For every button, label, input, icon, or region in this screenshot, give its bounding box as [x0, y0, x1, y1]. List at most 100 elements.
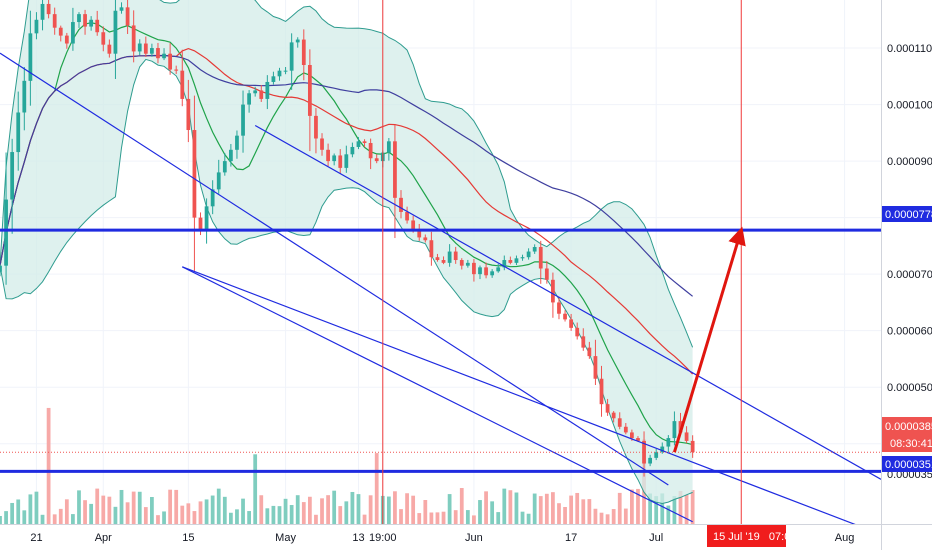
candle[interactable] — [10, 138, 15, 234]
candle[interactable] — [71, 7, 75, 51]
candle[interactable] — [4, 152, 8, 285]
candle[interactable] — [557, 296, 561, 320]
candle[interactable] — [472, 258, 476, 282]
candle[interactable] — [125, 0, 130, 34]
candle[interactable] — [684, 426, 689, 444]
candle[interactable] — [666, 435, 671, 453]
candle[interactable] — [162, 48, 166, 61]
candle[interactable] — [89, 16, 94, 31]
candle[interactable] — [101, 26, 106, 52]
candle[interactable] — [332, 153, 337, 166]
candle[interactable] — [374, 154, 379, 164]
candle[interactable] — [22, 67, 27, 131]
candle[interactable] — [210, 180, 215, 215]
candle[interactable] — [508, 256, 513, 265]
candle[interactable] — [617, 412, 622, 430]
level-tag-lower[interactable]: 0.0000351 — [882, 456, 932, 472]
candle[interactable] — [532, 244, 537, 254]
candle[interactable] — [168, 43, 173, 75]
candle[interactable] — [478, 265, 482, 280]
candle[interactable] — [107, 39, 112, 58]
candle[interactable] — [611, 411, 616, 423]
time-marker-tag[interactable]: 15 Jul '19 07:00 — [707, 525, 796, 547]
projection-arrow[interactable] — [672, 226, 746, 453]
trendline[interactable] — [182, 266, 693, 523]
candle[interactable] — [569, 313, 574, 331]
candle[interactable] — [690, 435, 695, 458]
candle[interactable] — [575, 322, 580, 340]
candle[interactable] — [235, 130, 239, 159]
candle[interactable] — [52, 7, 57, 35]
candle[interactable] — [174, 65, 179, 74]
candle[interactable] — [241, 90, 245, 153]
candle[interactable] — [417, 223, 422, 241]
candle[interactable] — [490, 269, 495, 278]
candle[interactable] — [247, 90, 251, 113]
candle[interactable] — [204, 198, 209, 244]
candle[interactable] — [672, 411, 677, 446]
candle[interactable] — [228, 143, 233, 167]
candle[interactable] — [156, 42, 160, 64]
candle[interactable] — [150, 43, 154, 57]
candle[interactable] — [186, 79, 191, 143]
candle[interactable] — [314, 108, 318, 154]
candle[interactable] — [660, 442, 665, 454]
candle[interactable] — [623, 423, 628, 435]
candle[interactable] — [447, 244, 452, 267]
candle[interactable] — [526, 248, 531, 260]
candle[interactable] — [326, 143, 330, 167]
candle[interactable] — [64, 32, 69, 49]
candle[interactable] — [338, 149, 343, 174]
trendline[interactable] — [254, 124, 881, 480]
candle[interactable] — [563, 310, 567, 322]
candle[interactable] — [40, 0, 45, 31]
candle[interactable] — [484, 262, 488, 279]
candle[interactable] — [320, 133, 324, 156]
candle[interactable] — [253, 86, 258, 97]
candle[interactable] — [362, 139, 367, 148]
candle[interactable] — [95, 10, 100, 36]
candle[interactable] — [265, 75, 270, 110]
candle[interactable] — [502, 255, 507, 271]
candle[interactable] — [581, 328, 586, 351]
candle[interactable] — [435, 253, 440, 262]
candle[interactable] — [356, 137, 361, 150]
candle[interactable] — [605, 398, 610, 416]
candle[interactable] — [46, 0, 51, 19]
time-axis[interactable]: 21 Apr 15 May 13 19:00 Jun 17 Jul Aug — [30, 532, 854, 544]
candle[interactable] — [459, 258, 464, 270]
candle[interactable] — [587, 341, 592, 359]
candle[interactable] — [137, 39, 142, 56]
candle[interactable] — [514, 255, 519, 266]
candle[interactable] — [423, 234, 428, 243]
candle[interactable] — [28, 10, 33, 106]
candle[interactable] — [344, 145, 349, 173]
candle[interactable] — [551, 272, 555, 318]
candle[interactable] — [301, 29, 306, 81]
candle[interactable] — [393, 124, 397, 239]
candle[interactable] — [143, 36, 148, 57]
trendline[interactable] — [182, 266, 862, 528]
candle[interactable] — [216, 159, 221, 194]
trendline[interactable] — [0, 52, 669, 486]
candle[interactable] — [119, 2, 124, 14]
candle[interactable] — [307, 49, 312, 152]
candle[interactable] — [654, 448, 659, 461]
candle[interactable] — [520, 254, 525, 261]
candle[interactable] — [496, 263, 501, 273]
candle[interactable] — [277, 67, 282, 81]
candle[interactable] — [544, 261, 549, 284]
candle[interactable] — [58, 25, 63, 42]
candle[interactable] — [131, 10, 136, 63]
candle[interactable] — [289, 33, 294, 90]
candle[interactable] — [295, 37, 300, 48]
candle[interactable] — [34, 12, 39, 40]
candle[interactable] — [648, 454, 653, 467]
candle[interactable] — [180, 49, 185, 107]
candle[interactable] — [222, 153, 227, 176]
candle[interactable] — [599, 365, 604, 417]
candle[interactable] — [368, 138, 373, 170]
candle[interactable] — [593, 339, 598, 386]
